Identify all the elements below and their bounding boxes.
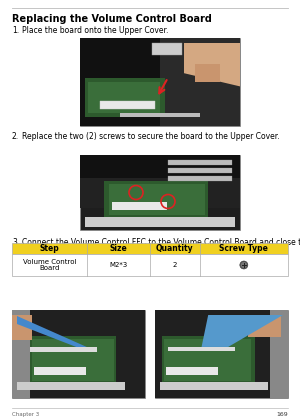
Bar	[160, 382, 268, 390]
Bar	[160, 38, 240, 126]
Bar	[30, 347, 97, 352]
Bar	[80, 178, 240, 207]
Bar	[12, 310, 30, 398]
Bar	[12, 254, 288, 276]
Bar	[120, 113, 200, 117]
Bar	[80, 155, 240, 230]
Bar	[32, 339, 115, 381]
Bar	[12, 243, 288, 254]
Polygon shape	[202, 315, 283, 347]
Bar	[270, 310, 288, 398]
Bar	[168, 347, 235, 351]
Bar	[168, 160, 232, 165]
Bar	[34, 367, 86, 375]
Bar	[155, 310, 288, 398]
Bar	[85, 216, 235, 226]
Bar	[80, 155, 240, 181]
Bar	[166, 367, 218, 375]
Bar	[248, 315, 281, 337]
Text: Replace the two (2) screws to secure the board to the Upper Cover.: Replace the two (2) screws to secure the…	[22, 132, 280, 141]
Polygon shape	[184, 43, 240, 87]
Circle shape	[240, 261, 248, 269]
Text: Size: Size	[110, 244, 127, 253]
Bar	[88, 82, 160, 113]
Text: Chapter 3: Chapter 3	[12, 412, 39, 417]
Text: Replacing the Volume Control Board: Replacing the Volume Control Board	[12, 14, 212, 24]
Bar	[152, 43, 182, 55]
Bar	[168, 176, 232, 181]
Bar	[162, 336, 255, 385]
Text: Place the board onto the Upper Cover.: Place the board onto the Upper Cover.	[22, 26, 168, 35]
Bar	[85, 78, 165, 117]
Text: M2*3: M2*3	[109, 262, 128, 268]
Text: Volume Control
Board: Volume Control Board	[22, 258, 76, 271]
Bar	[164, 339, 251, 381]
Text: Quantity: Quantity	[156, 244, 194, 253]
Bar	[195, 64, 220, 82]
Text: Connect the Volume Control FFC to the Volume Control Board and close the locking: Connect the Volume Control FFC to the Vo…	[22, 238, 300, 247]
Text: 2.: 2.	[12, 132, 19, 141]
Bar	[80, 38, 240, 126]
Bar	[100, 101, 155, 109]
Bar	[109, 184, 205, 215]
Bar	[155, 310, 288, 398]
Bar	[104, 181, 208, 219]
Text: 3.: 3.	[12, 238, 19, 247]
Bar	[12, 310, 145, 398]
Text: Step: Step	[39, 244, 59, 253]
Bar	[80, 38, 168, 126]
Circle shape	[241, 262, 247, 268]
Bar	[30, 336, 116, 385]
Bar	[112, 202, 167, 210]
Bar	[17, 382, 125, 390]
Text: 1.: 1.	[12, 26, 19, 35]
Polygon shape	[17, 316, 88, 352]
Bar	[100, 101, 155, 109]
Bar	[12, 310, 145, 398]
Text: Screw Type: Screw Type	[219, 244, 268, 253]
Text: 2: 2	[173, 262, 177, 268]
Text: 169: 169	[276, 412, 288, 417]
Bar	[168, 168, 232, 173]
Bar	[12, 315, 32, 340]
